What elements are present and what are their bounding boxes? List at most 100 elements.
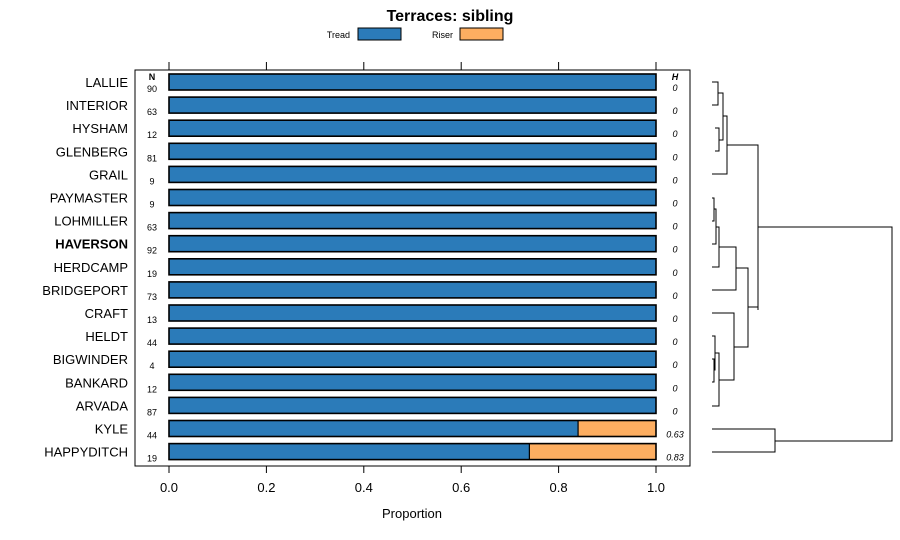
bar-row: INTERIOR 63 0 xyxy=(66,96,678,117)
row-label: HAPPYDITCH xyxy=(44,445,128,460)
row-label: BIGWINDER xyxy=(53,352,128,367)
row-label: HYSHAM xyxy=(72,121,128,136)
row-label: GLENBERG xyxy=(56,144,128,159)
bar-outline xyxy=(168,350,657,369)
bar-tread xyxy=(169,420,579,437)
bar-row: HAPPYDITCH 19 0.83 xyxy=(44,442,684,464)
h-value: 0 xyxy=(672,360,677,370)
dendrogram-branch xyxy=(727,144,759,310)
h-value: 0 xyxy=(672,175,677,185)
row-label: LALLIE xyxy=(85,75,128,90)
bar-row: GRAIL 9 0 xyxy=(89,165,678,186)
h-value: 0 xyxy=(672,222,677,232)
row-label: KYLE xyxy=(95,422,129,437)
n-value: 12 xyxy=(147,130,157,140)
bar-row: HAVERSON 92 0 xyxy=(55,234,678,256)
bar-outline xyxy=(168,304,657,322)
bar-tread xyxy=(169,374,656,391)
bar-rows: LALLIE 9 0 0 INTERIOR 63 0 HYSHAM 12 0 GLENBERG 81 0… xyxy=(42,73,684,464)
bar-outline xyxy=(168,373,657,392)
dendrogram-branch xyxy=(712,197,715,222)
bar-tread xyxy=(169,305,656,321)
n-value: 63 xyxy=(147,223,157,233)
n-value: 12 xyxy=(147,384,157,394)
dendrogram-branch xyxy=(712,81,719,106)
legend: Tread Riser xyxy=(327,27,504,41)
legend-label: Riser xyxy=(432,30,453,40)
h-value: 0 xyxy=(672,291,677,301)
bar-tread xyxy=(169,281,656,298)
h-value: 0 xyxy=(672,383,677,393)
x-tick-label: 0.2 xyxy=(257,480,275,495)
h-header: H xyxy=(672,72,679,82)
bar-outline xyxy=(168,234,657,253)
row-label: HAVERSON xyxy=(55,237,128,252)
bar-outline xyxy=(168,442,657,461)
bar-tread xyxy=(169,74,656,90)
h-value: 0 xyxy=(672,152,677,162)
bar-row: HYSHAM 12 0 xyxy=(72,119,678,140)
bar-tread xyxy=(169,143,656,160)
row-label: INTERIOR xyxy=(66,98,128,113)
h-value: 0 xyxy=(672,106,677,116)
h-value: 0 xyxy=(672,314,677,324)
bar-tread xyxy=(169,120,656,137)
n-value: 87 xyxy=(147,407,157,417)
bar-row: KYLE 44 0.63 xyxy=(95,419,684,441)
bar-row: LOHMILLER 63 0 xyxy=(54,211,678,233)
n-value: 13 xyxy=(147,315,157,325)
n-value: 44 xyxy=(147,338,157,348)
row-label: HELDT xyxy=(85,329,128,344)
chart-title: Terraces: sibling xyxy=(387,8,514,25)
h-value: 0 xyxy=(672,199,677,209)
row-label: HERDCAMP xyxy=(54,260,128,275)
bar-tread xyxy=(169,443,530,460)
h-value: 0 xyxy=(672,406,677,416)
h-value: 0 xyxy=(672,268,677,278)
row-label: PAYMASTER xyxy=(50,191,128,206)
h-value: 0.63 xyxy=(666,430,684,440)
bar-tread xyxy=(169,258,656,275)
n-value: 92 xyxy=(147,246,157,256)
bar-tread xyxy=(169,351,656,368)
dendrogram-branch xyxy=(712,358,715,383)
h-value: 0 xyxy=(672,337,677,347)
x-tick-label: 0.0 xyxy=(160,480,178,495)
n-value: 81 xyxy=(147,153,157,163)
bar-tread xyxy=(169,166,656,183)
bar-outline xyxy=(168,419,657,438)
bar-tread xyxy=(169,189,656,206)
n-value: 19 xyxy=(147,454,157,464)
bar-outline xyxy=(168,96,657,114)
n-value: 9 xyxy=(149,200,154,210)
row-label: ARVADA xyxy=(76,398,129,413)
bar-outline xyxy=(168,142,657,161)
bar-row: HERDCAMP 19 0 xyxy=(54,257,678,279)
n-value: 63 xyxy=(147,107,157,117)
row-label: GRAIL xyxy=(89,167,128,182)
h-value: 0 xyxy=(672,129,677,139)
legend-swatch xyxy=(459,27,504,41)
bar-outline xyxy=(168,211,657,230)
n-value: 44 xyxy=(147,431,157,441)
n-header: N xyxy=(149,72,156,82)
dendrogram-branch xyxy=(712,246,737,291)
plot-frame xyxy=(134,69,691,467)
bar-tread xyxy=(169,97,656,114)
x-tick-label: 0.6 xyxy=(452,480,470,495)
dendrogram-branch xyxy=(712,428,776,453)
h-value: 0 xyxy=(672,83,677,93)
bar-outline xyxy=(168,165,657,184)
bar-row: HELDT 44 0 xyxy=(85,327,678,348)
n-value: 73 xyxy=(147,292,157,302)
dendrogram xyxy=(712,81,893,453)
legend-swatch xyxy=(357,27,402,41)
bar-row: GLENBERG 81 0 xyxy=(56,142,678,163)
x-tick-label: 0.4 xyxy=(355,480,373,495)
bar-riser xyxy=(529,443,656,460)
bar-row: CRAFT 13 0 xyxy=(85,304,678,325)
x-tick-label: 0.8 xyxy=(550,480,568,495)
bar-outline xyxy=(168,188,657,207)
row-label: BANKARD xyxy=(65,375,128,390)
row-label: LOHMILLER xyxy=(54,214,128,229)
